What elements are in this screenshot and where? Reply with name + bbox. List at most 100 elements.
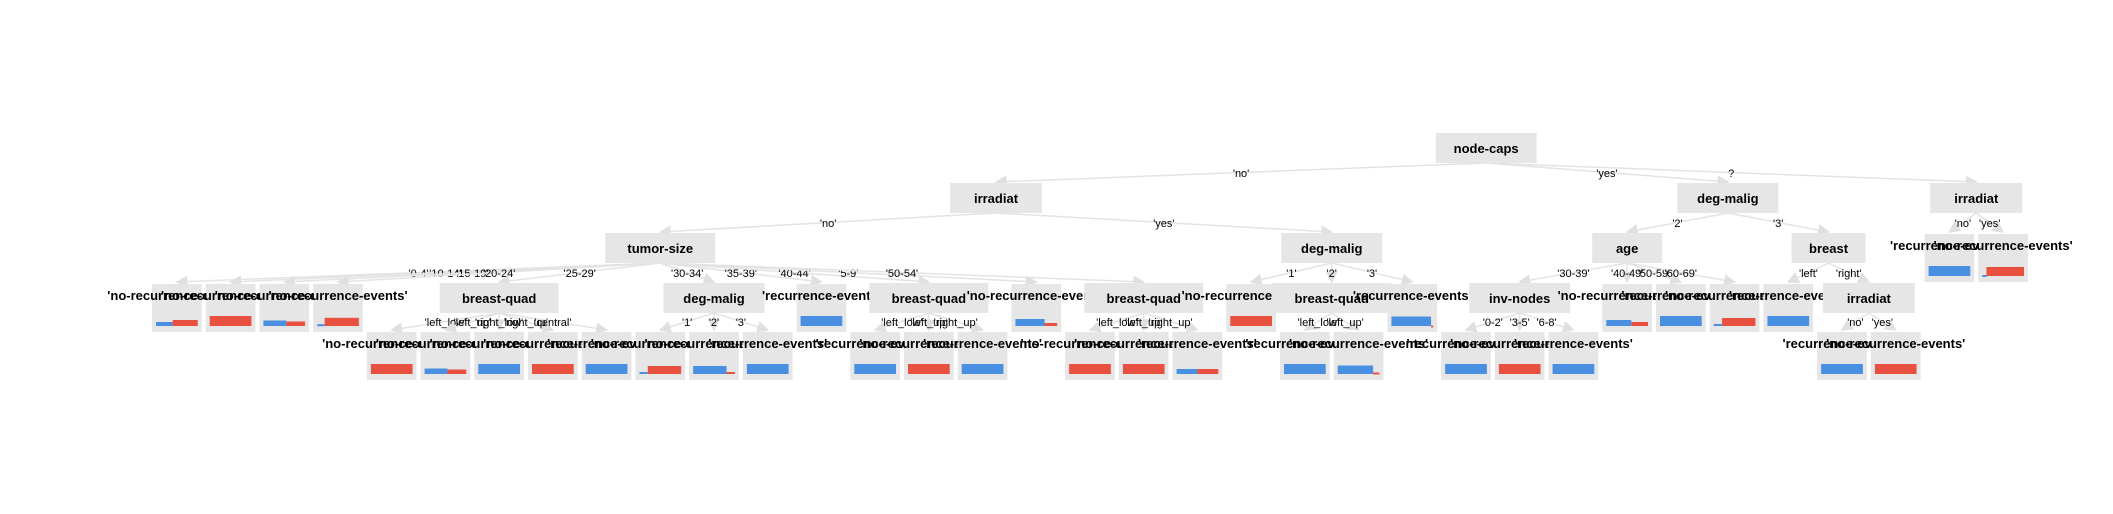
edge-label: 'right_up' — [934, 317, 978, 329]
dist-bar-class-b — [647, 366, 682, 374]
dist-bar-class-b — [1197, 369, 1219, 374]
edge-label: 'left_up' — [454, 317, 491, 329]
edge-label: '50-59' — [1638, 268, 1670, 280]
dist-bar-class-b — [324, 317, 359, 326]
leaf-node[interactable]: 'no-recurrence-events' — [1289, 332, 1428, 380]
split-node[interactable]: irradiat — [1822, 283, 1915, 313]
tree-edge — [1331, 312, 1360, 331]
tree-edge — [1828, 262, 1871, 283]
leaf-node[interactable]: 'recurrence-events' — [816, 332, 935, 380]
edge-label: 'no' — [1955, 218, 1971, 230]
dist-bar-class-b — [1431, 325, 1434, 328]
tree-edge — [1486, 162, 1978, 188]
edge-label: '0-2' — [1483, 317, 1503, 329]
dist-bar-class-a — [1445, 364, 1487, 374]
split-label: irradiat — [1954, 191, 1999, 206]
split-node[interactable]: irradiat — [950, 183, 1042, 213]
node-layer: node-caps irradiat tumor-size 'no-recurrenc… — [107, 133, 2073, 380]
leaf-label: 'recurrence-events' — [708, 336, 827, 351]
tree-edge — [1627, 262, 1737, 287]
split-node[interactable]: tumor-size — [605, 233, 716, 263]
tree-edge — [1464, 312, 1520, 333]
dist-bar-class-a — [317, 324, 325, 327]
dist-bar-class-a — [478, 364, 520, 374]
dist-bar-class-b — [370, 364, 413, 374]
tree-edge — [443, 312, 500, 333]
split-node[interactable]: breast-quad — [1272, 283, 1392, 313]
edge-label: 'central' — [534, 317, 571, 329]
split-label: tumor-size — [627, 241, 693, 256]
leaf-node[interactable]: 'recurrence-events' — [1621, 284, 1740, 332]
tree-edge — [1518, 262, 1628, 287]
dist-bar-class-b — [1044, 323, 1058, 326]
tree-edge — [1331, 262, 1414, 286]
leaf-label: 'recurrence-events' — [923, 336, 1042, 351]
edge-label: ? — [1728, 168, 1734, 180]
dist-bar-class-a — [1552, 364, 1595, 374]
leaf-node[interactable]: 'recurrence-events' — [923, 332, 1042, 380]
leaf-label: 'recurrence-events' — [762, 288, 881, 303]
split-node[interactable]: irradiat — [1930, 183, 2023, 213]
edge-label: 'yes' — [1153, 218, 1174, 230]
dist-bar-class-a — [1284, 364, 1326, 374]
dist-bar-class-a — [1606, 320, 1632, 326]
dist-bar-class-a — [746, 364, 789, 374]
split-label: irradiat — [1847, 291, 1892, 306]
edge-label: 'right' — [1836, 268, 1862, 280]
leaf-node[interactable]: 'recurrence-events' — [1138, 332, 1257, 380]
dist-bar-class-b — [172, 320, 198, 326]
split-node[interactable]: breast — [1791, 233, 1866, 263]
dist-bar-class-a — [1713, 324, 1723, 326]
edge-label: 'left_up' — [1327, 317, 1364, 329]
dist-bar-class-b — [1122, 364, 1165, 374]
dist-bar-class-a — [693, 366, 727, 374]
split-node[interactable]: breast-quad — [1084, 283, 1204, 313]
split-label: deg-malig — [1301, 241, 1362, 256]
edge-label: '20-24' — [483, 268, 515, 280]
split-node[interactable]: deg-malig — [1281, 233, 1383, 263]
split-node[interactable]: inv-nodes — [1469, 283, 1571, 313]
dist-bar-class-a — [800, 316, 843, 326]
leaf-node[interactable]: 'no-recurrence-events' — [967, 284, 1106, 332]
dist-bar-class-a — [1767, 316, 1810, 326]
tree-edge — [660, 262, 1146, 288]
split-node[interactable]: breast-quad — [869, 283, 989, 313]
split-node[interactable]: age — [1592, 233, 1663, 263]
edge-label: '6-8' — [1537, 317, 1557, 329]
split-node[interactable]: breast-quad — [439, 283, 559, 313]
edge-label: '3' — [1367, 268, 1377, 280]
leaf-node[interactable]: 'no-recurrence-events' — [1934, 234, 2073, 282]
split-node[interactable]: node-caps — [1435, 133, 1537, 163]
edge-label: '25-29' — [564, 268, 596, 280]
leaf-node[interactable]: 'recurrence-events' — [762, 284, 881, 332]
dist-bar-class-b — [1722, 318, 1756, 326]
split-node[interactable]: deg-malig — [1677, 183, 1779, 213]
leaf-node[interactable]: 'no-recurrence-events' — [268, 284, 408, 332]
leaf-node[interactable]: 'recurrence-events' — [1514, 332, 1633, 380]
leaf-node[interactable]: 'no-recurrence-events' — [322, 332, 461, 380]
leaf-node[interactable]: 'recurrence-events' — [1729, 284, 1848, 332]
leaf-label: 'no-recurrence-events' — [1826, 336, 1965, 351]
tree-edge — [1868, 312, 1897, 331]
tree-edge — [658, 312, 715, 333]
edge-label: '2' — [1672, 218, 1682, 230]
tree-edge — [498, 312, 555, 333]
dist-bar-class-b — [1230, 316, 1272, 326]
split-label: breast-quad — [892, 291, 966, 306]
dist-bar-class-a — [1015, 319, 1045, 326]
dist-bar-class-b — [1498, 364, 1541, 374]
leaf-node[interactable]: 'recurrence-events' — [708, 332, 827, 380]
dist-bar-class-b — [532, 364, 574, 374]
leaf-node[interactable]: 'no-recurrence-events' — [1826, 332, 1965, 380]
dist-bar-class-a — [639, 372, 648, 374]
dist-bar-class-b — [1069, 364, 1111, 374]
leaf-label: 'recurrence-events' — [1353, 288, 1472, 303]
edge-label: 'left_low' — [881, 317, 923, 329]
edge-label: 'right_up' — [1149, 317, 1193, 329]
split-node[interactable]: deg-malig — [663, 283, 765, 313]
leaf-node[interactable]: 'recurrence-events' — [1353, 284, 1472, 332]
edge-label: 'left' — [1799, 268, 1818, 280]
tree-edge — [1486, 162, 1730, 188]
edge-label: 'left_up' — [1125, 317, 1162, 329]
